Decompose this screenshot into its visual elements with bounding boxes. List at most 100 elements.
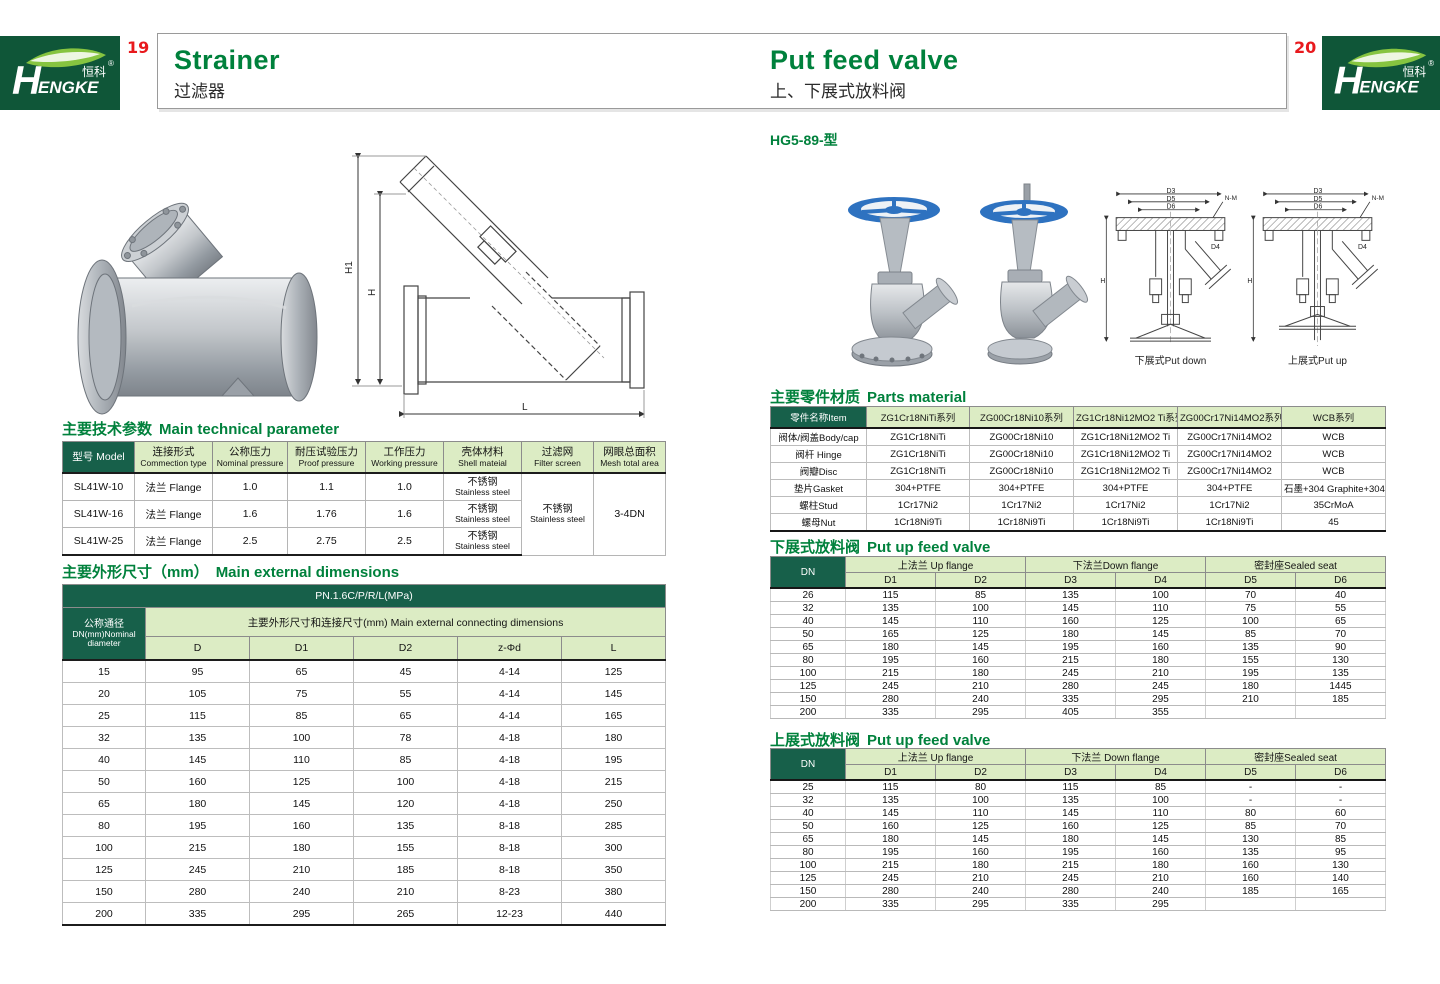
- table-cell: 85: [1115, 780, 1206, 794]
- table-cell: 135: [353, 814, 458, 837]
- table-cell: 160: [1205, 858, 1296, 872]
- table-cell: 100: [62, 836, 146, 859]
- right-title-en: Put feed valve: [770, 45, 959, 75]
- hengke-logo-graphic: H ENGKE 恒科 ®: [0, 36, 120, 110]
- table-cell: 8-18: [457, 814, 562, 837]
- table-cell: 180: [145, 792, 250, 815]
- table-cell: 180: [1025, 627, 1116, 641]
- table-cell: [1205, 897, 1296, 911]
- table-cell: 180: [845, 832, 936, 846]
- table-cell: 280: [845, 692, 936, 706]
- table-cell: 250: [560, 792, 667, 815]
- table-row: 32 135 100 78 4-18 180: [62, 726, 667, 749]
- table-cell: ZG00Cr18Ni10: [969, 462, 1074, 480]
- table-row: SL41W-10 法兰 Flange 1.0 1.1 1.0 不锈钢 Stainl…: [62, 472, 666, 556]
- table-cell: 110: [935, 806, 1026, 820]
- table-cell: 115: [845, 780, 936, 794]
- table-cell: 145: [935, 832, 1026, 846]
- svg-text:H: H: [1334, 59, 1364, 103]
- table-cell: 100: [1205, 614, 1296, 628]
- table-cell: 50: [770, 627, 846, 641]
- table-cell: 135: [1025, 588, 1116, 602]
- table-cell: 1Cr17Ni2: [969, 496, 1074, 514]
- table-row: 垫片Gasket 304+PTFE 304+PTFE 304+PTFE 304+PTFE…: [770, 479, 1386, 497]
- table-cell: 200: [770, 897, 846, 911]
- table-cell: 125: [560, 659, 667, 683]
- table-cell: 85: [353, 748, 458, 771]
- table-cell: 70: [1205, 588, 1296, 602]
- table-cell: 100: [770, 666, 846, 680]
- table-row: 100 215 180 245 210 195 135: [770, 666, 1387, 680]
- table-cell: 280: [1025, 679, 1116, 693]
- table-cell: 45: [353, 659, 458, 683]
- table-cell: 245: [1115, 679, 1206, 693]
- table-cell: 165: [560, 704, 667, 727]
- table-cell: 125: [1115, 819, 1206, 833]
- table-cell: 26: [770, 588, 846, 602]
- table-cell: 335: [1025, 692, 1116, 706]
- table-row: 阀瓣Disc ZG1Cr18NiTi ZG00Cr18Ni10 ZG1Cr18Ni12…: [770, 462, 1386, 480]
- svg-text:D6: D6: [1314, 204, 1323, 211]
- left-title-en: Strainer: [174, 45, 281, 75]
- table-cell: 160: [1025, 614, 1116, 628]
- table-row: 阀杆 Hinge ZG1Cr18NiTi ZG00Cr18Ni10 ZG1Cr18Ni…: [770, 445, 1386, 463]
- table-cell: 280: [845, 884, 936, 898]
- table-cell: 40: [770, 806, 846, 820]
- table-row: 32 135 100 135 100- -: [770, 793, 1387, 807]
- table-cell: 285: [560, 814, 667, 837]
- table-cell: 210: [353, 880, 458, 903]
- table-cell: 1Cr18Ni9Ti: [1177, 513, 1282, 532]
- table-cell: 304+PTFE: [1073, 479, 1178, 497]
- table-cell: 45: [1281, 513, 1386, 532]
- table-cell: 304+PTFE: [866, 479, 970, 497]
- table-cell: 8-18: [457, 858, 562, 881]
- table-cell: 25: [62, 704, 146, 727]
- table-cell: 295: [935, 897, 1026, 911]
- dim-label-l: L: [522, 402, 528, 413]
- table-cell: 110: [249, 748, 354, 771]
- table-cell: 75: [1205, 601, 1296, 615]
- table-cell: 螺柱Stud: [770, 496, 867, 514]
- table-cell: 90: [1294, 640, 1387, 654]
- table-cell: WCB: [1281, 427, 1386, 446]
- table-cell: 210: [1115, 666, 1206, 680]
- table-cell: ZG1Cr18Ni12MO2 Ti: [1073, 427, 1178, 446]
- table-cell: 85: [1205, 819, 1296, 833]
- model-heading: HG5-89-型: [770, 132, 838, 148]
- table-cell: 200: [770, 705, 846, 719]
- table-cell: 阀体/阀盖Body/cap: [770, 427, 867, 446]
- table-cell: 50: [62, 770, 146, 793]
- svg-text:®: ®: [1428, 59, 1434, 68]
- table-cell: 85: [935, 588, 1026, 602]
- svg-text:D5: D5: [1314, 196, 1323, 203]
- table-cell: 180: [845, 640, 936, 654]
- table-cell: 110: [1115, 806, 1206, 820]
- table-cell: 215: [145, 836, 250, 859]
- dn-header: 公称通径 DN(mm)Nominal diameter: [62, 607, 146, 661]
- table-cell: 215: [845, 666, 936, 680]
- table-cell: 335: [845, 897, 936, 911]
- table-row: 150 280 240 335 295 210 185: [770, 692, 1387, 706]
- table-cell: 1Cr17Ni2: [866, 496, 970, 514]
- strainer-photo: [72, 186, 330, 429]
- table-cell: 350: [560, 858, 667, 881]
- table-cell: 160: [1115, 845, 1206, 859]
- table-cell: 180: [560, 726, 667, 749]
- table-cell: -: [1205, 793, 1296, 807]
- table-cell: 65: [249, 659, 354, 683]
- table-cell: WCB: [1281, 462, 1386, 480]
- table-cell: 65: [1294, 614, 1387, 628]
- table-cell: 135: [1205, 640, 1296, 654]
- table-cell: [1294, 705, 1387, 719]
- table-cell: 195: [845, 845, 936, 859]
- table-cell: 195: [1025, 640, 1116, 654]
- svg-text:D3: D3: [1314, 188, 1323, 195]
- dim-label-d6: D6: [1167, 204, 1176, 211]
- table-cell: ZG1Cr18Ni12MO2 Ti: [1073, 445, 1178, 463]
- table-cell: WCB: [1281, 445, 1386, 463]
- table-cell: 180: [1115, 858, 1206, 872]
- table-cell: 300: [560, 836, 667, 859]
- table-cell: 295: [249, 902, 354, 926]
- table-cell: 135: [1025, 793, 1116, 807]
- right-title-block: Put feed valve 上、下展式放料阀: [770, 46, 959, 102]
